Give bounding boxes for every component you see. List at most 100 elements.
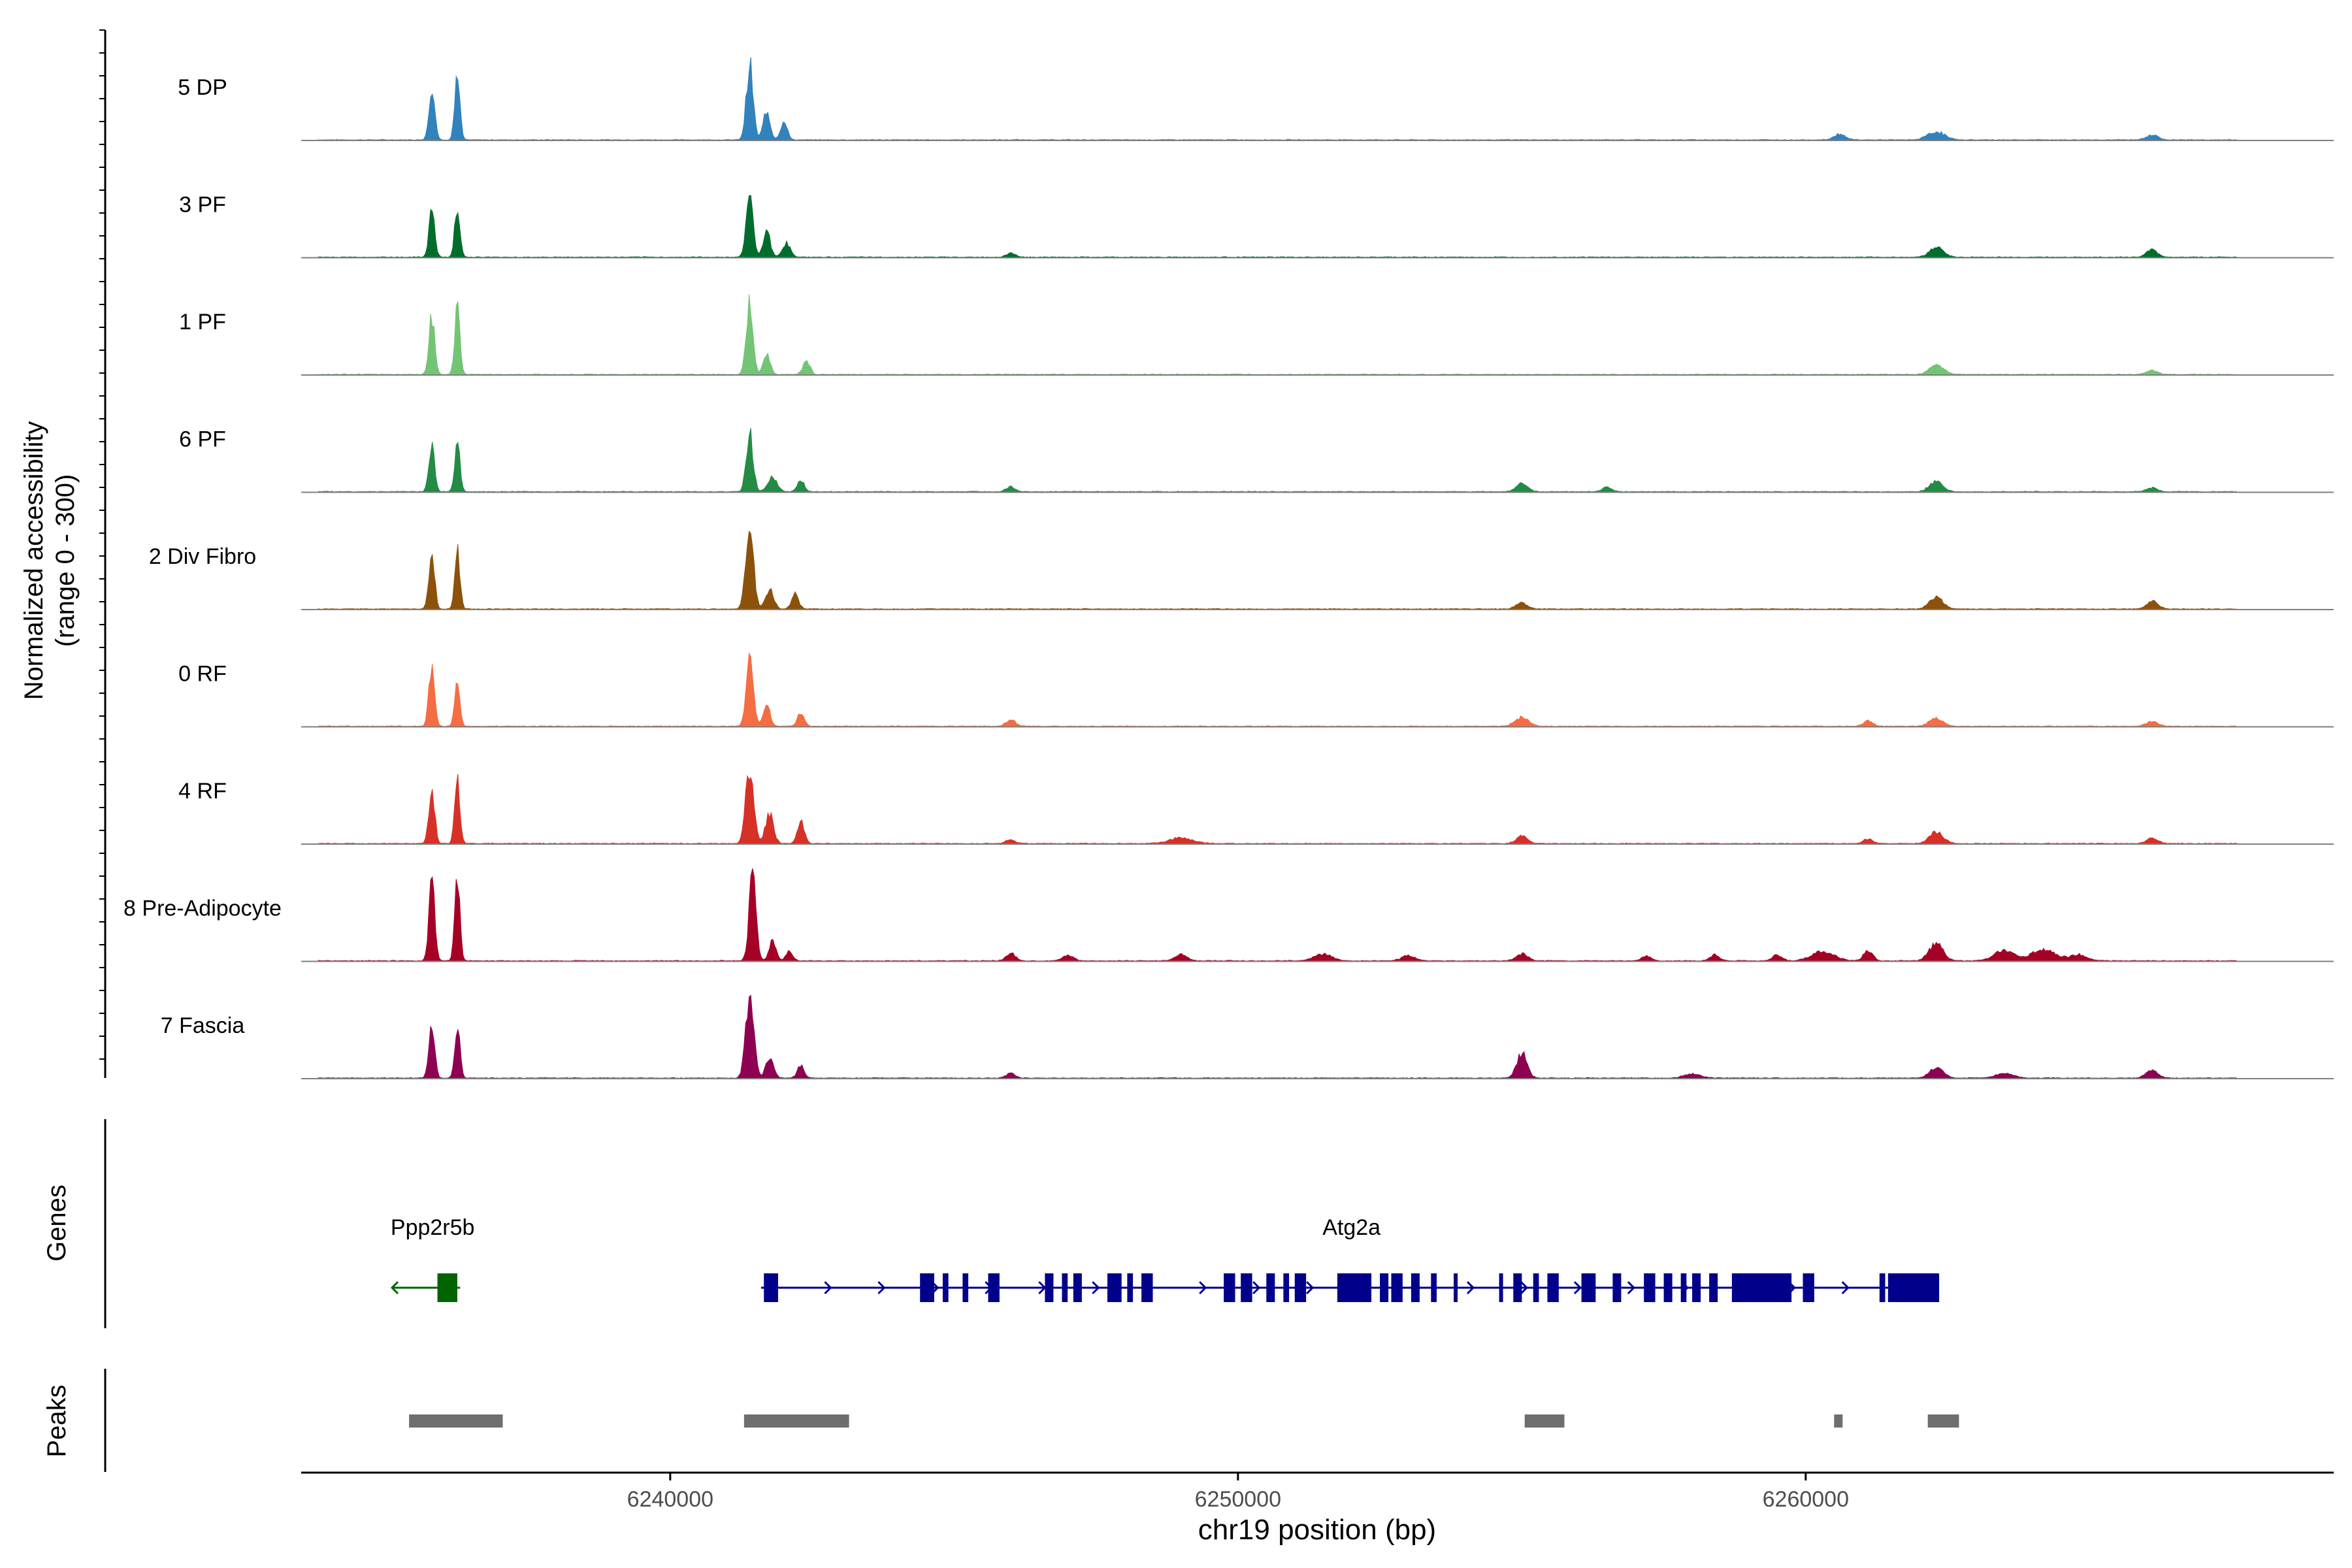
track: 2 Div Fibro [149,530,2334,610]
track-label: 6 PF [179,427,226,452]
strand-arrow-icon [1520,1281,1529,1295]
track: 5 DP [178,57,2334,141]
gene-exon [1581,1273,1596,1302]
gene-exon [1241,1273,1252,1302]
track-label: 7 Fascia [161,1013,245,1038]
peak-region-bar [409,1414,503,1428]
peak-region-bar [743,1414,849,1428]
gene-model: Atg2a [760,1215,1940,1302]
gene-exon [1887,1273,1940,1302]
coverage-area [318,868,2238,962]
strand-arrow-icon [1841,1281,1850,1295]
track-label: 5 DP [178,75,227,100]
gene-exon [1612,1273,1622,1302]
gene-exon [1391,1273,1403,1302]
gene-models: Ppp2r5b Atg2a [390,1215,1940,1302]
gene-exon [764,1273,778,1302]
coverage-area [318,195,2238,258]
gene-exon [1454,1273,1458,1302]
gene-exon [1062,1273,1068,1302]
gene-exon [1663,1273,1673,1302]
x-axis-title: chr19 position (bp) [1198,1514,1436,1546]
gene-exon [1644,1273,1656,1302]
y-axis-title: Normalized accessibility (range 0 - 300) [20,421,80,700]
track: 3 PF [179,193,2334,259]
gene-exon [1680,1273,1687,1302]
track: 0 RF [178,652,2334,728]
gene-exon [942,1273,949,1302]
gene-exon [1709,1273,1718,1302]
y-axis-title-line2: (range 0 - 300) [51,474,80,647]
gene-exon [1266,1273,1275,1302]
coverage-area [318,530,2238,610]
gene-exon [1411,1273,1420,1302]
gene-model: Ppp2r5b [390,1215,475,1302]
strand-arrow-icon [1306,1281,1315,1295]
gene-exon [1879,1273,1886,1302]
tracks: 5 DP 3 PF 1 PF 6 PF 2 Div Fibro 0 RF 4 RF 8 Pre… [123,57,2334,1079]
strand-arrow-icon [824,1281,832,1295]
x-axis-tick-label: 6240000 [627,1487,713,1512]
gene-name-label: Atg2a [1322,1215,1380,1240]
strand-arrow-icon [1092,1281,1100,1295]
track-label: 8 Pre-Adipocyte [123,896,282,921]
strand-arrow-icon [1199,1281,1207,1295]
gene-exon [437,1273,457,1302]
coverage-area [318,57,2238,141]
strand-arrow-icon [1573,1281,1582,1295]
gene-exon [1692,1273,1701,1302]
coverage-area [318,774,2238,845]
y-axis-title-line1: Normalized accessibility [20,421,48,700]
strand-arrow-icon [390,1281,399,1295]
x-axis-tick-label: 6260000 [1763,1487,1849,1512]
track: 6 PF [179,427,2334,493]
y-axis-ticks [99,29,105,1060]
peaks-label: Peaks [42,1384,71,1457]
gene-exon [1499,1273,1503,1302]
track: 4 RF [178,774,2334,845]
gene-exon [1513,1273,1522,1302]
peak-region-bar [1927,1414,1959,1428]
gene-exon [1073,1273,1082,1302]
track-label: 3 PF [179,193,226,218]
coverage-area [318,428,2238,493]
strand-arrow-icon [1466,1281,1475,1295]
gene-exon [962,1273,969,1302]
gene-exon [988,1273,1000,1302]
coverage-area [318,652,2238,727]
gene-exon [1045,1273,1054,1302]
gene-exon [1380,1273,1389,1302]
peak-region-bar [1834,1414,1843,1428]
gene-exon [1141,1273,1153,1302]
gene-exon [1337,1273,1372,1302]
coverage-area [318,994,2238,1079]
track-label: 1 PF [179,310,226,335]
gene-exon [1127,1273,1134,1302]
gene-exon [1803,1273,1814,1302]
genes-label: Genes [42,1184,71,1262]
gene-exon [1731,1273,1792,1302]
peak-region-bar [1524,1414,1565,1428]
gene-name-label: Ppp2r5b [391,1215,475,1240]
gene-exon [1283,1273,1290,1302]
genes-label-wrapper: Genes [42,1184,71,1262]
gene-exon [1547,1273,1559,1302]
track-label: 2 Div Fibro [149,544,256,569]
coverage-area [318,294,2238,376]
track: 8 Pre-Adipocyte [123,868,2334,962]
x-axis-ticks: 6240000 6250000 6260000 [627,1473,1849,1512]
track-label: 0 RF [178,662,227,687]
gene-exon [1431,1273,1437,1302]
gene-exon [1224,1273,1235,1302]
peak-regions [409,1414,1959,1428]
strand-arrow-icon [1252,1281,1261,1295]
strand-arrow-icon [1627,1281,1635,1295]
gene-exon [1107,1273,1122,1302]
x-axis-tick-label: 6250000 [1195,1487,1281,1512]
strand-arrow-icon [1038,1281,1047,1295]
track: 7 Fascia [161,994,2334,1079]
track: 1 PF [179,294,2334,376]
strand-arrow-icon [877,1281,886,1295]
gene-exon [1294,1273,1307,1302]
